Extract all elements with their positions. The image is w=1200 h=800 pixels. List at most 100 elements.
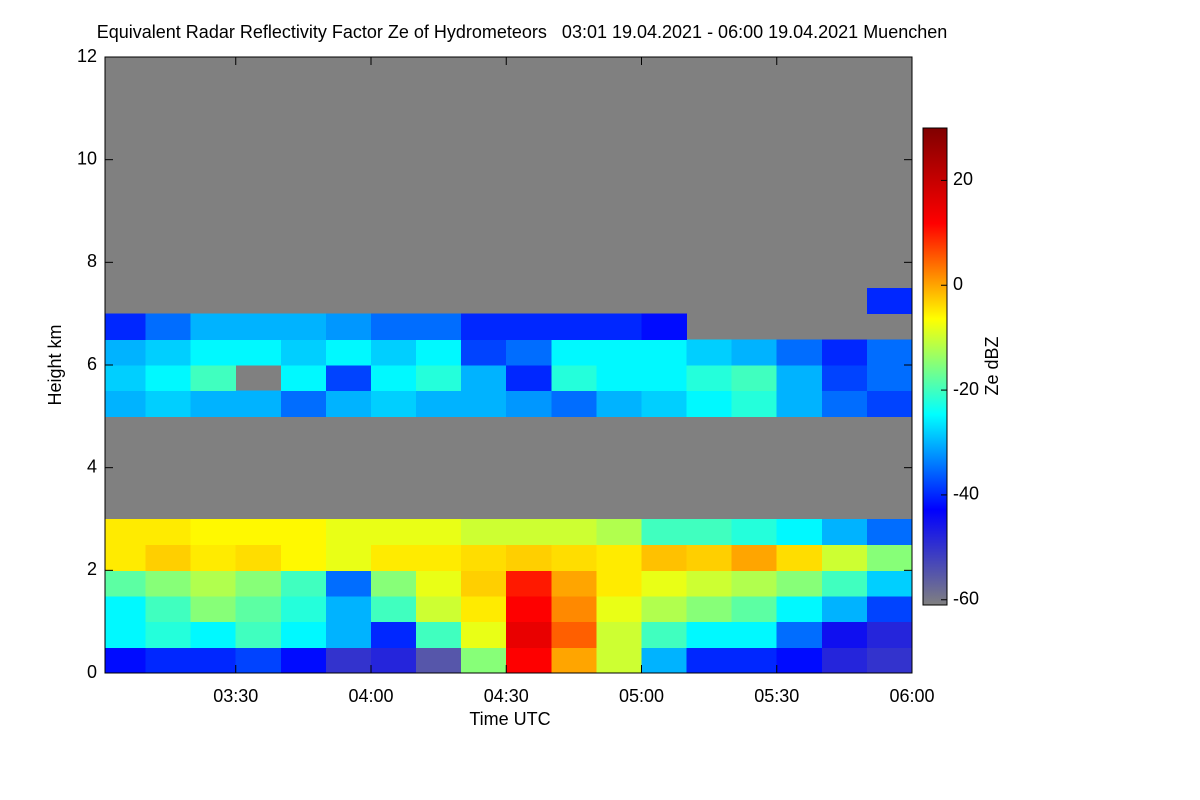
heatmap-cell <box>506 365 552 392</box>
heatmap-cell <box>105 339 147 366</box>
heatmap-cell <box>280 390 327 417</box>
heatmap-cell <box>461 570 507 597</box>
heatmap-cell <box>866 621 913 648</box>
heatmap-cell <box>105 544 147 571</box>
heatmap-cell <box>596 647 642 674</box>
heatmap-cell <box>731 390 778 417</box>
heatmap-cell <box>866 544 913 571</box>
heatmap-cell <box>596 390 642 417</box>
heatmap-cell <box>235 339 282 366</box>
heatmap-cell <box>325 390 372 417</box>
heatmap-cell <box>866 390 913 417</box>
heatmap-cell <box>551 313 597 340</box>
heatmap-cell <box>461 339 507 366</box>
heatmap-cell <box>190 647 237 674</box>
heatmap-cell <box>821 339 868 366</box>
heatmap-cell <box>461 313 507 340</box>
heatmap-cell <box>145 339 192 366</box>
heatmap-cell <box>280 647 327 674</box>
heatmap-cell <box>105 647 147 674</box>
heatmap-cell <box>325 621 372 648</box>
heatmap-cell <box>731 596 778 623</box>
heatmap-cell <box>416 313 462 340</box>
heatmap-cell <box>416 519 462 546</box>
colorbar-label: Ze dBZ <box>982 336 1002 395</box>
heatmap-cell <box>821 390 868 417</box>
heatmap-cell <box>866 339 913 366</box>
heatmap-cell <box>686 621 733 648</box>
heatmap-cell <box>280 519 327 546</box>
heatmap-cell <box>145 313 192 340</box>
heatmap-cell <box>190 519 237 546</box>
y-tick-label: 4 <box>87 456 97 476</box>
heatmap-cell <box>551 621 597 648</box>
heatmap-cell <box>641 596 688 623</box>
heatmap-cell <box>145 647 192 674</box>
heatmap-cell <box>866 596 913 623</box>
heatmap-cell <box>416 621 462 648</box>
heatmap-cell <box>145 519 192 546</box>
heatmap-cell <box>235 570 282 597</box>
heatmap-cell <box>551 390 597 417</box>
heatmap-cell <box>641 339 688 366</box>
heatmap-cell <box>190 570 237 597</box>
heatmap-cell <box>190 313 237 340</box>
heatmap-cell <box>551 596 597 623</box>
heatmap-cell <box>596 339 642 366</box>
heatmap-cell <box>145 365 192 392</box>
heatmap-cell <box>506 390 552 417</box>
heatmap-cell <box>461 390 507 417</box>
heatmap-cell <box>641 570 688 597</box>
y-tick-label: 10 <box>77 148 97 168</box>
heatmap-cell <box>280 621 327 648</box>
heatmap-cell <box>821 365 868 392</box>
heatmap-cell <box>731 544 778 571</box>
heatmap-cell <box>190 596 237 623</box>
heatmap-cell <box>596 596 642 623</box>
x-tick-label: 05:30 <box>754 686 799 706</box>
x-axis-label: Time UTC <box>469 709 550 729</box>
heatmap-cell <box>416 339 462 366</box>
heatmap-cell <box>325 647 372 674</box>
heatmap-cell <box>821 544 868 571</box>
heatmap-cell <box>105 621 147 648</box>
heatmap-cell <box>686 339 733 366</box>
heatmap-cell <box>416 596 462 623</box>
heatmap-cell <box>686 544 733 571</box>
heatmap-cell <box>686 596 733 623</box>
heatmap-cell <box>596 365 642 392</box>
heatmap-cell <box>461 621 507 648</box>
y-tick-label: 0 <box>87 662 97 682</box>
heatmap-cell <box>776 570 823 597</box>
heatmap-cell <box>190 544 237 571</box>
colorbar-tick-label: 20 <box>953 169 973 189</box>
heatmap-cell <box>370 519 417 546</box>
y-tick-label: 2 <box>87 559 97 579</box>
colorbar-tick-label: 0 <box>953 274 963 294</box>
heatmap-cell <box>190 621 237 648</box>
heatmap-cell <box>596 544 642 571</box>
heatmap-cell <box>641 621 688 648</box>
heatmap-cell <box>280 313 327 340</box>
heatmap-cell <box>506 519 552 546</box>
heatmap-cell <box>370 570 417 597</box>
heatmap-cell <box>866 647 913 674</box>
heatmap-cell <box>821 621 868 648</box>
heatmap-cell <box>235 519 282 546</box>
heatmap-cell <box>280 365 327 392</box>
heatmap-cell <box>551 570 597 597</box>
heatmap-cell <box>821 570 868 597</box>
colorbar-tick-label: -20 <box>953 379 979 399</box>
heatmap-cell <box>190 390 237 417</box>
x-tick-label: 04:00 <box>348 686 393 706</box>
heatmap-cell <box>776 647 823 674</box>
heatmap-cell <box>866 519 913 546</box>
heatmap-cell <box>370 621 417 648</box>
heatmap-cell <box>145 596 192 623</box>
heatmap-cell <box>105 596 147 623</box>
heatmap-cell <box>821 647 868 674</box>
heatmap-cell <box>461 596 507 623</box>
heatmap-cell <box>551 339 597 366</box>
heatmap-cell <box>235 596 282 623</box>
